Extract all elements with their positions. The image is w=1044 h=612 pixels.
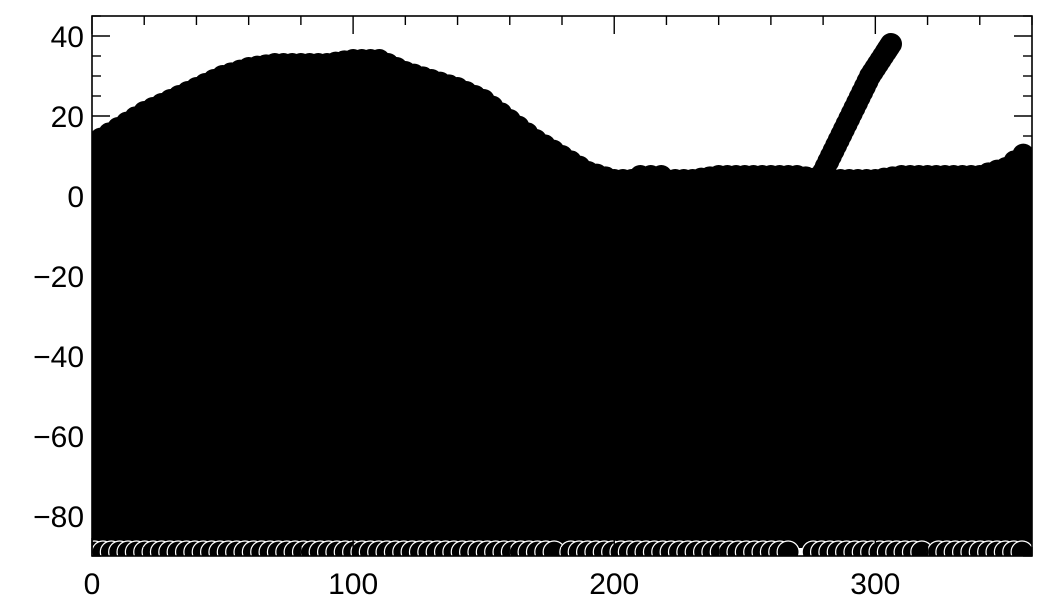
y-tick-label: 40 <box>51 21 84 54</box>
scatter-point <box>880 33 902 55</box>
y-tick-label: 0 <box>67 181 84 214</box>
y-tick-label: −60 <box>33 421 84 454</box>
x-tick-label: 0 <box>84 568 101 601</box>
x-tick-label: 200 <box>589 568 639 601</box>
scatter-point <box>1010 540 1032 556</box>
scatter-density-region <box>92 60 1032 548</box>
y-tick-label: −80 <box>33 501 84 534</box>
x-tick-label: 300 <box>850 568 900 601</box>
y-tick-label: −20 <box>33 261 84 294</box>
scatter-point <box>1012 143 1032 166</box>
scatter-point <box>776 540 800 556</box>
x-tick-label: 100 <box>328 568 378 601</box>
axis-ticks <box>91 15 1033 557</box>
y-tick-label: −40 <box>33 341 84 374</box>
bottom-dots-layer <box>92 540 1032 556</box>
data-layer <box>92 33 1032 548</box>
scatter-point <box>650 165 673 187</box>
y-tick-label: 20 <box>51 101 84 134</box>
